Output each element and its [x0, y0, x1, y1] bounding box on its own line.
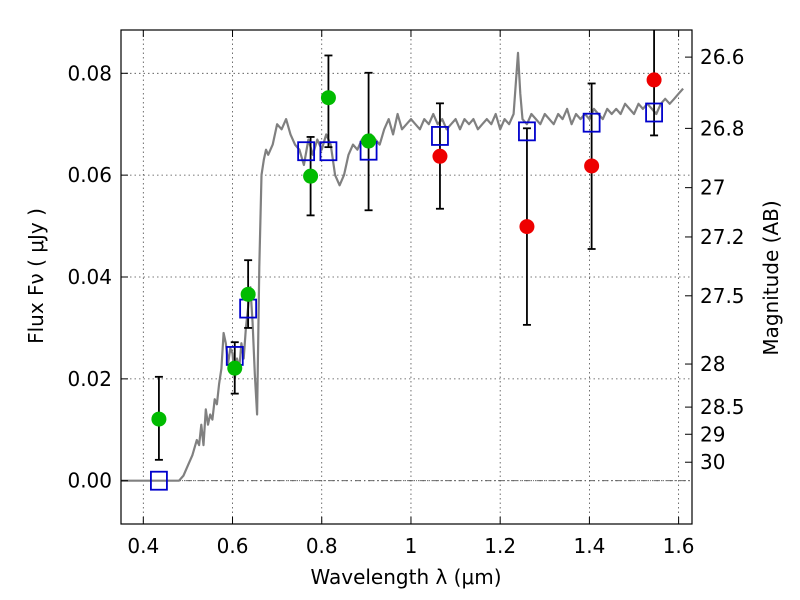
y-axis-title-left: Flux Fν ( μJy )	[24, 208, 48, 344]
y-tick-label-right: 26.8	[700, 116, 745, 140]
observed-flux-point	[320, 90, 336, 106]
y-tick-label-right: 30	[700, 450, 725, 474]
x-tick-label: 1.6	[663, 534, 695, 558]
x-tick-label: 0.4	[127, 534, 159, 558]
x-tick-label: 0.8	[306, 534, 338, 558]
model-flux-square	[297, 141, 316, 162]
model-flux-square	[150, 470, 168, 491]
x-tick-label: 1.2	[484, 534, 516, 558]
observed-flux-point	[361, 133, 377, 149]
y-tick-label: 0.00	[67, 469, 112, 493]
observed-flux-point	[227, 360, 243, 376]
y-tick-label-right: 28	[700, 352, 725, 376]
error-bars	[154, 30, 659, 461]
y-tick-label-right: 27.2	[700, 225, 745, 249]
x-tick-label: 1.4	[573, 534, 605, 558]
model-flux-square	[645, 102, 663, 123]
grid-lines	[121, 30, 692, 524]
observed-flux-point	[303, 168, 319, 184]
observed-flux-point	[519, 219, 535, 235]
model-flux-square	[518, 121, 536, 142]
y-tick-label-right: 27.5	[700, 284, 745, 308]
y-tick-label: 0.06	[67, 163, 112, 187]
y-tick-label-right: 26.6	[700, 45, 745, 69]
y-tick-label: 0.08	[67, 61, 112, 85]
observed-flux-point	[151, 411, 167, 427]
axis-ticks	[121, 30, 692, 524]
data-markers	[150, 72, 663, 491]
x-axis-title: Wavelength λ (μm)	[310, 565, 501, 589]
x-tick-label: 0.6	[217, 534, 249, 558]
observed-flux-point	[584, 158, 600, 174]
observed-flux-point	[240, 286, 256, 302]
y-tick-label: 0.02	[67, 367, 112, 391]
y-tick-label: 0.04	[67, 265, 112, 289]
model-flux-square	[319, 141, 338, 162]
y-tick-label-right: 29	[700, 422, 725, 446]
tick-labels: 0.4 0.6 0.8 1 1.2 1.4 1.6 0.00 0.02 0.04 0.06 0.08 2…	[67, 45, 744, 558]
observed-flux-point	[432, 148, 448, 164]
model-flux-square	[431, 126, 449, 146]
model-flux-square	[582, 112, 601, 133]
y-axis-title-right: Magnitude (AB)	[759, 200, 783, 355]
y-tick-label-right: 28.5	[700, 395, 745, 419]
y-tick-label-right: 27	[700, 176, 725, 200]
x-tick-label: 1	[405, 534, 418, 558]
observed-flux-point	[646, 72, 662, 88]
